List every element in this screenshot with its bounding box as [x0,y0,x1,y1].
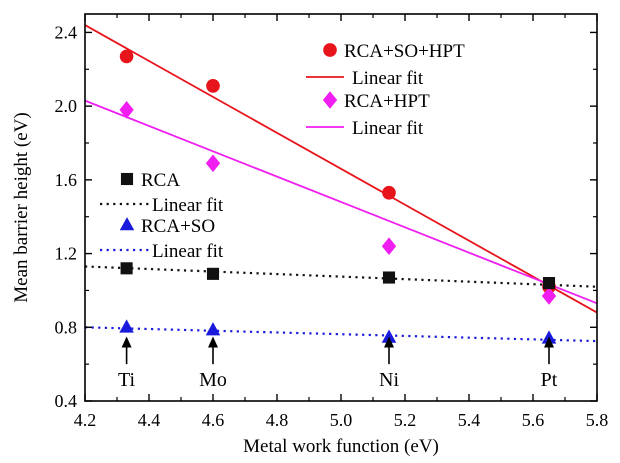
data-point [119,49,134,64]
legend-series-label: RCA+SO+HPT [344,41,465,62]
legend-series-label: RCA [141,170,180,191]
annotation-arrowhead [208,336,218,348]
data-points [119,49,557,344]
y-axis-label: Mean barrier height (eV) [11,112,32,302]
annotation-label: Ti [118,369,136,391]
data-point [381,329,397,343]
x-tick-label: 5.6 [522,410,545,430]
x-tick-label: 5.0 [330,410,353,430]
x-tick-label: 5.8 [586,410,609,430]
data-point [382,185,396,200]
legend-marker [322,91,338,109]
annotation-label: Ni [379,369,399,391]
data-point [541,287,557,305]
y-tick-label: 0.8 [55,317,78,337]
axis-ticks: 4.2 4.4 4.6 4.8 5.0 5.2 5.4 5.6 5.8 0.4 0.8 1.2 1.6 2… [55,14,609,430]
x-tick-label: 4.4 [138,410,161,430]
annotation-label: Mo [199,369,227,391]
y-tick-label: 0.4 [55,391,78,411]
legend-marker [119,217,135,231]
data-point [120,262,133,275]
x-tick-label: 5.4 [458,410,481,430]
data-point [205,322,221,336]
y-tick-label: 1.6 [55,170,78,190]
metal-annotations: Ti Mo Ni Pt [118,336,558,391]
annotation-arrowhead [121,336,132,348]
annotation-arrowhead [384,336,394,348]
fit-line [84,99,598,305]
data-point [382,271,396,284]
legend-series-label: RCA+HPT [344,91,430,112]
data-point [119,319,134,333]
x-tick-label: 4.6 [202,410,225,430]
legend-fit-label: Linear fit [152,241,224,262]
fit-lines [84,24,598,343]
legend-fit-label: Linear fit [352,118,424,139]
data-point [542,277,556,290]
annotation-arrowhead [544,336,554,348]
legend-fit-label: Linear fit [152,195,224,216]
data-point [381,237,397,255]
legend-fit-label: Linear fit [352,68,424,89]
x-tick-label: 5.2 [394,410,417,430]
legend-marker [120,172,134,186]
y-tick-label: 2.4 [55,22,78,42]
x-axis-label: Metal work function (eV) [243,436,439,457]
data-point [205,154,221,173]
fit-line [84,24,598,314]
data-point [206,79,220,93]
legend-series-label: RCA+SO [141,216,215,237]
y-tick-label: 2.0 [55,96,78,116]
annotation-label: Pt [541,369,558,391]
y-tick-label: 1.2 [55,244,78,264]
x-tick-label: 4.8 [266,410,289,430]
fit-line [84,326,598,343]
x-tick-label: 4.2 [74,410,97,430]
data-point [206,267,220,280]
legend-marker [323,43,337,57]
data-point [119,101,134,119]
